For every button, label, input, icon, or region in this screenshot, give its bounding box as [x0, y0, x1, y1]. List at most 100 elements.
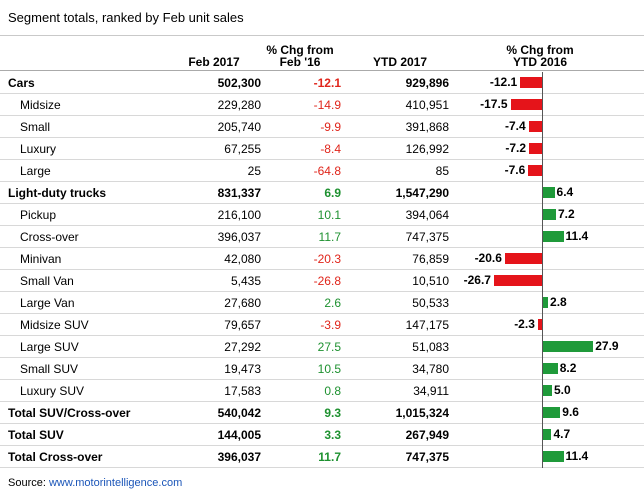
ytd-chg-label: 11.4 [565, 229, 589, 243]
ytd-chg-bar-cell: -7.4 [455, 115, 644, 138]
chg-feb-value: 6.9 [267, 181, 355, 204]
segment-name: Midsize [0, 93, 170, 116]
ytd-chg-label: 2.8 [550, 295, 567, 309]
segment-name: Midsize SUV [0, 313, 170, 336]
ytd-2017-value: 929,896 [355, 72, 455, 94]
header-chg-ytd-line2: YTD 2016 [512, 55, 568, 69]
table-row: Large SUV 27,292 27.5 51,083 27.9 [0, 335, 644, 358]
table-row: Large Van 27,680 2.6 50,533 2.8 [0, 291, 644, 314]
ytd-2017-value: 747,375 [355, 225, 455, 248]
ytd-chg-label: -12.1 [489, 75, 518, 89]
segment-name: Large SUV [0, 335, 170, 358]
header-feb-2017: Feb 2017 [188, 55, 240, 69]
ytd-2017-value: 76,859 [355, 247, 455, 270]
ytd-chg-bar [520, 77, 542, 88]
ytd-chg-bar-cell: 6.4 [455, 181, 644, 204]
segment-name: Total SUV [0, 423, 170, 446]
ytd-chg-bar-cell: 9.6 [455, 401, 644, 424]
ytd-2017-value: 85 [355, 159, 455, 182]
ytd-chg-label: -7.2 [505, 141, 527, 155]
table-row: Midsize 229,280 -14.9 410,951 -17.5 [0, 93, 644, 116]
feb-2017-value: 229,280 [170, 93, 267, 116]
ytd-chg-bar [543, 209, 556, 220]
header-chg-feb-line1: % Chg from [266, 43, 334, 57]
ytd-chg-label: -17.5 [480, 97, 508, 111]
feb-2017-value: 25 [170, 159, 267, 182]
ytd-2017-value: 34,780 [355, 357, 455, 380]
chg-feb-value: -12.1 [267, 72, 355, 94]
ytd-chg-label: 8.2 [559, 361, 577, 375]
ytd-chg-label: 6.4 [556, 185, 574, 199]
ytd-chg-bar-cell: 4.7 [455, 423, 644, 446]
ytd-chg-bar [543, 407, 561, 418]
segment-name: Total Cross-over [0, 445, 170, 468]
header-ytd-2017: YTD 2017 [372, 55, 428, 69]
source-label: Source: [8, 477, 49, 489]
table-row: Small Van 5,435 -26.8 10,510 -26.7 [0, 269, 644, 292]
ytd-chg-bar-cell: -20.6 [455, 247, 644, 270]
source-link[interactable]: www.motorintelligence.com [48, 477, 183, 489]
feb-2017-value: 42,080 [170, 247, 267, 270]
ytd-chg-bar [543, 187, 555, 198]
ytd-chg-label: -7.4 [505, 119, 526, 133]
ytd-chg-bar [543, 231, 564, 242]
ytd-2017-value: 1,547,290 [355, 181, 455, 204]
ytd-2017-value: 267,949 [355, 423, 455, 446]
header-chg-feb: % Chg from Feb '16 [250, 44, 350, 68]
ytd-chg-bar [543, 297, 549, 308]
ytd-chg-bar-cell: 7.2 [455, 203, 644, 226]
segment-name: Minivan [0, 247, 170, 270]
ytd-chg-bar [510, 99, 542, 110]
segment-name: Light-duty trucks [0, 181, 170, 204]
ytd-2017-value: 1,015,324 [355, 401, 455, 424]
chg-feb-value: -64.8 [267, 159, 355, 182]
chg-feb-value: -9.9 [267, 115, 355, 138]
bar-zero-axis [542, 72, 543, 468]
segment-name: Luxury [0, 137, 170, 160]
ytd-chg-label: 5.0 [554, 383, 571, 397]
feb-2017-value: 17,583 [170, 379, 267, 402]
feb-2017-value: 396,037 [170, 225, 267, 248]
segment-name: Pickup [0, 203, 170, 226]
table-row: Cars 502,300 -12.1 929,896 -12.1 [0, 72, 644, 94]
ytd-chg-bar-cell: -7.2 [455, 137, 644, 160]
ytd-chg-bar [543, 341, 594, 352]
header-chg-feb-line2: Feb '16 [279, 55, 321, 69]
ytd-chg-bar-cell: -2.3 [455, 313, 644, 336]
ytd-chg-bar [528, 121, 542, 132]
feb-2017-value: 79,657 [170, 313, 267, 336]
table-row: Luxury 67,255 -8.4 126,992 -7.2 [0, 137, 644, 160]
ytd-chg-bar [493, 275, 542, 286]
ytd-2017-value: 10,510 [355, 269, 455, 292]
chg-feb-value: 9.3 [267, 401, 355, 424]
ytd-chg-bar [504, 253, 542, 264]
segment-table: Cars 502,300 -12.1 929,896 -12.1 Midsize 229,2… [0, 72, 644, 468]
chg-feb-value: 3.3 [267, 423, 355, 446]
ytd-chg-bar-cell: 11.4 [455, 225, 644, 248]
chg-feb-value: 10.5 [267, 357, 355, 380]
ytd-chg-bar [543, 385, 552, 396]
chg-feb-value: 0.8 [267, 379, 355, 402]
feb-2017-value: 502,300 [170, 72, 267, 94]
ytd-chg-bar [529, 143, 542, 154]
ytd-2017-value: 50,533 [355, 291, 455, 314]
segment-name: Cross-over [0, 225, 170, 248]
feb-2017-value: 831,337 [170, 181, 267, 204]
ytd-chg-label: 11.4 [565, 449, 589, 463]
ytd-chg-bar [543, 429, 552, 440]
table-row: Minivan 42,080 -20.3 76,859 -20.6 [0, 247, 644, 270]
segment-name: Cars [0, 72, 170, 94]
ytd-2017-value: 394,064 [355, 203, 455, 226]
table-row: Small SUV 19,473 10.5 34,780 8.2 [0, 357, 644, 380]
segment-name: Small SUV [0, 357, 170, 380]
feb-2017-value: 27,292 [170, 335, 267, 358]
ytd-chg-bar-cell: 8.2 [455, 357, 644, 380]
segment-name: Luxury SUV [0, 379, 170, 402]
ytd-chg-label: -26.7 [463, 273, 491, 287]
ytd-2017-value: 51,083 [355, 335, 455, 358]
chg-feb-value: 11.7 [267, 445, 355, 468]
feb-2017-value: 27,680 [170, 291, 267, 314]
feb-2017-value: 205,740 [170, 115, 267, 138]
ytd-2017-value: 747,375 [355, 445, 455, 468]
ytd-chg-label: 27.9 [595, 339, 619, 353]
